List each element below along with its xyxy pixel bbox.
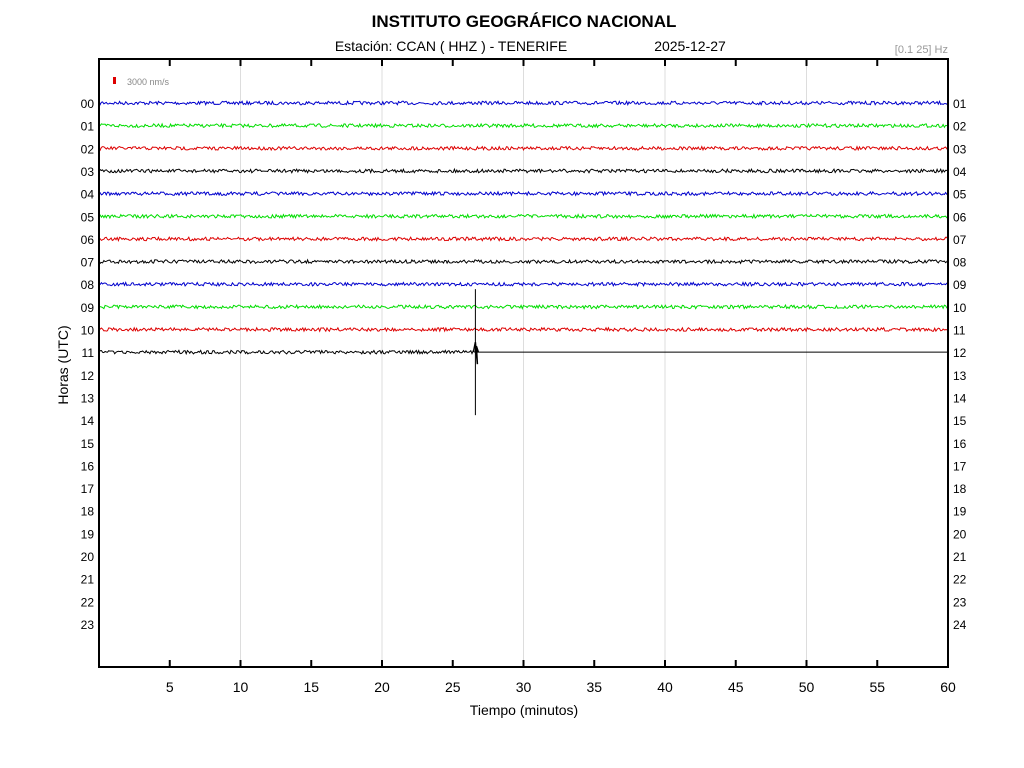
hour-label-right: 12 bbox=[953, 346, 967, 360]
hour-label-right: 22 bbox=[953, 573, 967, 587]
hour-label-right: 20 bbox=[953, 527, 967, 541]
x-tick-label: 50 bbox=[799, 679, 815, 695]
hour-label-right: 14 bbox=[953, 391, 967, 405]
hour-label-right: 09 bbox=[953, 278, 967, 292]
x-tick-label: 35 bbox=[586, 679, 602, 695]
station-label: Estación: CCAN ( HHZ ) - TENERIFE bbox=[335, 38, 567, 54]
hour-label-right: 13 bbox=[953, 369, 967, 383]
hour-label-right: 06 bbox=[953, 210, 967, 224]
hour-label-right: 23 bbox=[953, 595, 967, 609]
hour-label-left: 08 bbox=[81, 278, 95, 292]
hour-label-right: 05 bbox=[953, 188, 967, 202]
trace-hour-08 bbox=[98, 281, 949, 288]
hour-label-right: 04 bbox=[953, 165, 967, 179]
x-tick-label: 60 bbox=[940, 679, 956, 695]
hour-label-left: 13 bbox=[81, 391, 95, 405]
hour-label-right: 11 bbox=[953, 324, 966, 338]
x-axis-label: Tiempo (minutos) bbox=[470, 702, 578, 718]
trace-hour-03 bbox=[98, 167, 949, 175]
hour-label-right: 21 bbox=[953, 550, 967, 564]
hour-label-left: 05 bbox=[81, 210, 95, 224]
trace-hour-00 bbox=[98, 99, 949, 107]
hour-label-left: 21 bbox=[81, 573, 95, 587]
hour-label-left: 12 bbox=[81, 369, 95, 383]
x-tick-label: 55 bbox=[869, 679, 885, 695]
hour-label-left: 19 bbox=[81, 527, 95, 541]
hour-label-right: 10 bbox=[953, 301, 967, 315]
trace-hour-01 bbox=[98, 122, 949, 129]
x-tick-label: 5 bbox=[166, 679, 174, 695]
hour-label-left: 17 bbox=[81, 482, 95, 496]
hour-label-left: 23 bbox=[81, 618, 95, 632]
hour-label-left: 00 bbox=[81, 97, 95, 111]
hour-label-right: 15 bbox=[953, 414, 967, 428]
x-tick-label: 25 bbox=[445, 679, 461, 695]
hour-label-left: 16 bbox=[81, 459, 95, 473]
hour-label-right: 18 bbox=[953, 482, 967, 496]
trace-hour-04 bbox=[98, 190, 949, 197]
date-label: 2025-12-27 bbox=[654, 38, 726, 54]
hour-label-right: 08 bbox=[953, 256, 967, 270]
trace-hour-09 bbox=[98, 303, 949, 311]
x-tick-label: 10 bbox=[233, 679, 249, 695]
hour-label-left: 14 bbox=[81, 414, 95, 428]
hour-label-left: 22 bbox=[81, 595, 95, 609]
hour-label-right: 17 bbox=[953, 459, 967, 473]
hour-label-right: 07 bbox=[953, 233, 967, 247]
event-waveform bbox=[472, 342, 480, 365]
trace-hour-11 bbox=[98, 349, 478, 356]
x-tick-label: 40 bbox=[657, 679, 673, 695]
trace-hour-02 bbox=[98, 145, 949, 152]
y-axis-label: Horas (UTC) bbox=[55, 325, 71, 404]
filter-label: [0.1 25] Hz bbox=[895, 44, 948, 56]
hour-label-left: 06 bbox=[81, 233, 95, 247]
hour-label-left: 18 bbox=[81, 505, 95, 519]
x-tick-label: 20 bbox=[374, 679, 390, 695]
hour-label-right: 19 bbox=[953, 505, 967, 519]
hour-label-left: 03 bbox=[81, 165, 95, 179]
x-tick-label: 45 bbox=[728, 679, 744, 695]
chart-title: INSTITUTO GEOGRÁFICO NACIONAL bbox=[372, 12, 677, 31]
trace-hour-10 bbox=[98, 326, 949, 333]
scale-bar bbox=[113, 77, 116, 84]
hour-label-left: 04 bbox=[81, 188, 95, 202]
trace-hour-06 bbox=[98, 235, 949, 243]
trace-hour-07 bbox=[98, 258, 949, 265]
hour-label-left: 10 bbox=[81, 324, 95, 338]
hour-label-left: 15 bbox=[81, 437, 95, 451]
hour-label-left: 02 bbox=[81, 142, 95, 156]
hour-label-left: 11 bbox=[82, 346, 95, 360]
hour-label-right: 02 bbox=[953, 120, 967, 134]
hour-label-left: 20 bbox=[81, 550, 95, 564]
hour-label-left: 07 bbox=[81, 256, 95, 270]
hour-label-left: 01 bbox=[81, 120, 95, 134]
trace-hour-05 bbox=[98, 213, 949, 220]
hour-label-right: 01 bbox=[953, 97, 967, 111]
hour-label-left: 09 bbox=[81, 301, 95, 315]
hour-label-right: 16 bbox=[953, 437, 967, 451]
x-tick-label: 30 bbox=[516, 679, 532, 695]
plot-frame bbox=[98, 58, 949, 668]
scale-label: 3000 nm/s bbox=[127, 77, 170, 87]
hour-label-right: 03 bbox=[953, 142, 967, 156]
hour-label-right: 24 bbox=[953, 618, 967, 632]
x-tick-label: 15 bbox=[303, 679, 319, 695]
